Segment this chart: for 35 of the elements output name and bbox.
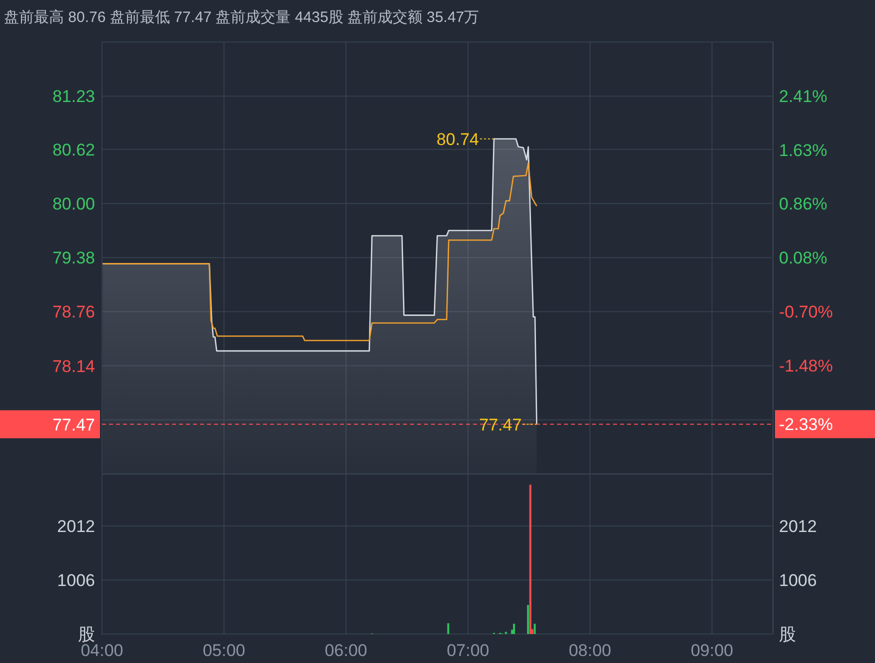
y-tick-label: 股 <box>78 625 95 644</box>
y-tick-label: 81.23 <box>52 87 95 106</box>
annotation: 77.47 <box>479 415 522 434</box>
chart-title: 盘前最高 80.76 盘前最低 77.47 盘前成交量 4435股 盘前成交额 35.47万 <box>4 9 480 26</box>
y2-tick-label: 1006 <box>779 570 817 590</box>
y2-tick-label: 2.41% <box>779 87 828 106</box>
y2-tick-label: -1.48% <box>779 356 833 376</box>
bar <box>529 484 532 634</box>
x-tick-label: 05:00 <box>202 641 246 660</box>
y-tick-label: 80.00 <box>52 194 95 214</box>
x-tick-label: 07:00 <box>446 641 490 660</box>
x-tick-label: 06:00 <box>324 641 368 660</box>
y2-tick-label: 2012 <box>779 516 817 536</box>
bar <box>527 605 530 634</box>
bar <box>447 623 450 634</box>
x-tick-label: 08:00 <box>568 641 612 660</box>
y2-tick-label: -2.33% <box>779 415 833 434</box>
line-series <box>102 162 538 342</box>
y-tick-label: 79.38 <box>52 248 95 268</box>
y-tick-label: 80.62 <box>52 140 95 160</box>
ref-line-label: 77.47 <box>52 415 95 434</box>
annotation: 80.74 <box>436 130 479 149</box>
y2-tick-label: 1.63% <box>779 141 828 160</box>
bar <box>512 624 515 634</box>
y2-tick-label: 股 <box>779 625 796 644</box>
bar <box>534 624 536 634</box>
y2-tick-label: -0.70% <box>779 302 833 322</box>
y-tick-label: 1006 <box>57 570 95 590</box>
y-tick-label: 78.76 <box>52 302 95 322</box>
y-tick-label: 2012 <box>57 516 95 536</box>
y2-tick-label: 0.86% <box>779 194 828 214</box>
x-tick-label: 09:00 <box>690 641 734 660</box>
y-tick-label: 78.14 <box>52 356 95 376</box>
y2-tick-label: 0.08% <box>779 248 828 268</box>
x-tick-label: 04:00 <box>80 641 124 660</box>
